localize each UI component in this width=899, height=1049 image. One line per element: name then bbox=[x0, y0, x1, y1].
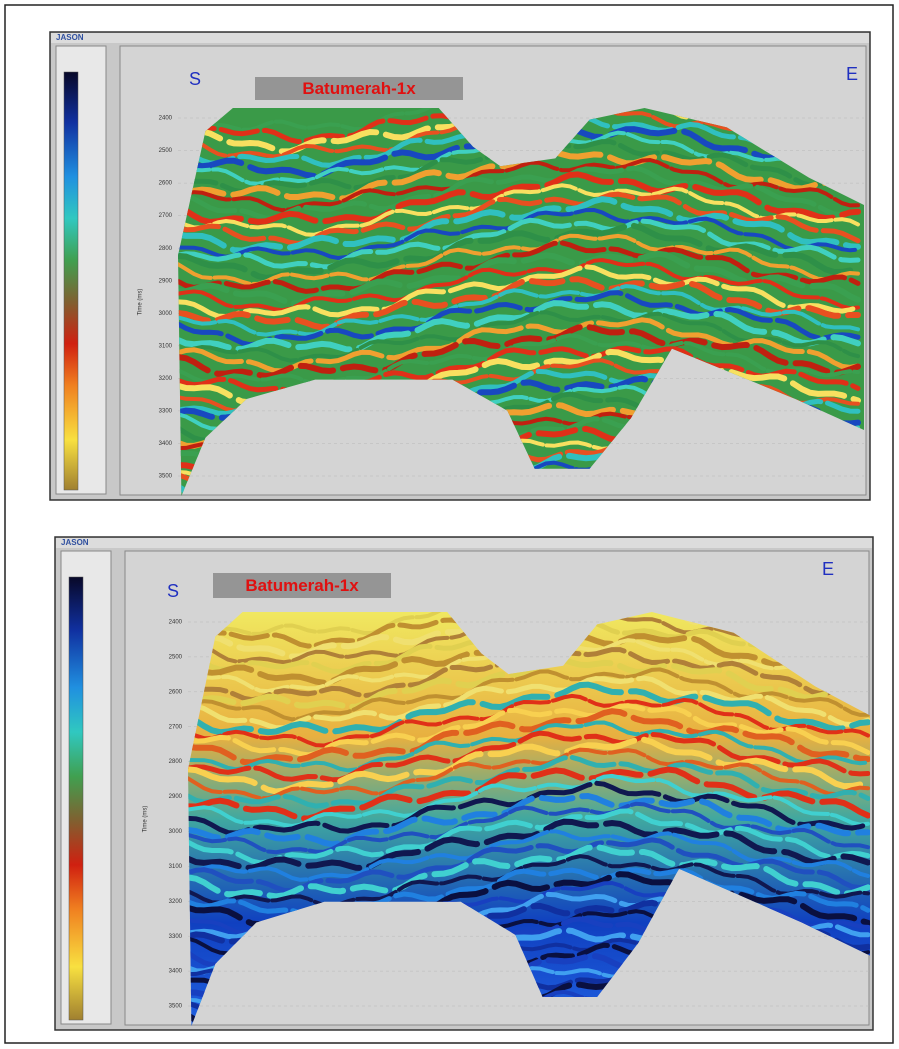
time-tick-label: 2700 bbox=[169, 724, 183, 730]
time-tick-label: 2700 bbox=[159, 213, 173, 219]
logo: JASON bbox=[61, 538, 89, 547]
time-tick-label: 2400 bbox=[169, 620, 183, 626]
logo: JASON bbox=[56, 33, 84, 42]
time-tick-label: 3100 bbox=[159, 343, 173, 349]
time-tick-label: 3300 bbox=[169, 934, 183, 940]
east-label: E bbox=[822, 559, 834, 579]
screenshot: JASON Time (ms) 2400 2500 2600 2700 2800 2900 30… bbox=[0, 0, 899, 1049]
west-label: S bbox=[189, 69, 201, 89]
time-tick-label: 2800 bbox=[169, 759, 183, 765]
east-label: E bbox=[846, 64, 858, 84]
time-tick-label: 3000 bbox=[159, 311, 173, 317]
time-tick-label: 2800 bbox=[159, 246, 173, 252]
time-tick-label: 3200 bbox=[169, 899, 183, 905]
west-label: S bbox=[167, 581, 179, 601]
time-tick-label: 2500 bbox=[159, 148, 173, 154]
well-label: Batumerah-1x bbox=[245, 576, 359, 595]
time-tick-label: 3400 bbox=[159, 441, 173, 447]
panel-header bbox=[56, 538, 872, 548]
time-tick-label: 2600 bbox=[159, 181, 173, 187]
time-tick-label: 2900 bbox=[169, 794, 183, 800]
time-tick-label: 2900 bbox=[159, 278, 173, 284]
time-tick-label: 3000 bbox=[169, 829, 183, 835]
time-tick-label: 3200 bbox=[159, 376, 173, 382]
time-tick-label: 2400 bbox=[159, 116, 173, 122]
panel-header bbox=[51, 33, 869, 43]
time-tick-label: 2500 bbox=[169, 654, 183, 660]
seismic-panel: JASON Time (ms) 2400 2500 2600 2700 2800 2900 30… bbox=[50, 32, 870, 511]
time-tick-label: 3500 bbox=[169, 1004, 183, 1010]
axis-label: Time (ms) bbox=[138, 289, 144, 316]
well-label: Batumerah-1x bbox=[302, 79, 416, 98]
color-bar bbox=[64, 72, 78, 490]
time-tick-label: 3500 bbox=[159, 474, 173, 480]
seismic-panel: JASON Time (ms) 2400 2500 2600 2700 2800 2900 30… bbox=[55, 537, 873, 1040]
time-tick-label: 3100 bbox=[169, 864, 183, 870]
time-tick-label: 2600 bbox=[169, 689, 183, 695]
time-tick-label: 3400 bbox=[169, 969, 183, 975]
color-bar bbox=[69, 577, 83, 1020]
axis-label: Time (ms) bbox=[143, 806, 149, 833]
time-tick-label: 3300 bbox=[159, 408, 173, 414]
legend-box bbox=[61, 551, 111, 1024]
legend-box bbox=[56, 46, 106, 494]
